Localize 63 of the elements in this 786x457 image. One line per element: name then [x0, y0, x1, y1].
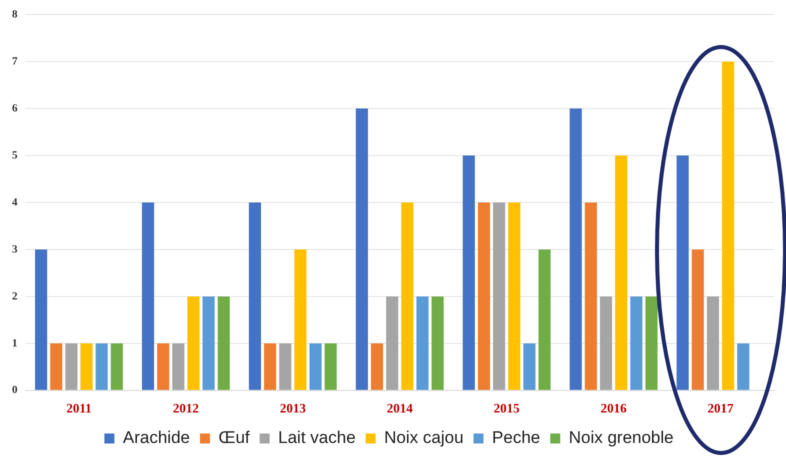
y-tick-label: 8 [12, 8, 18, 20]
bar [294, 249, 306, 390]
bar [248, 202, 262, 390]
bar [96, 343, 108, 390]
bar [65, 343, 78, 390]
x-tick-label: 2013 [280, 400, 306, 416]
bar [600, 296, 612, 390]
bar [172, 343, 184, 390]
legend-label: Peche [492, 428, 540, 448]
legend-label: Lait vache [278, 428, 356, 448]
bar [416, 296, 429, 390]
bar [737, 343, 750, 390]
bar [142, 202, 154, 390]
bar [356, 108, 368, 390]
bar [508, 202, 520, 390]
bar [401, 202, 414, 390]
y-tick-label: 0 [12, 384, 18, 396]
bar [370, 343, 384, 390]
bar [493, 202, 506, 390]
bar [157, 343, 170, 390]
bar [462, 156, 475, 390]
legend-label: Noix grenoble [568, 428, 674, 448]
bar [324, 343, 337, 390]
x-tick-label: 2017 [708, 400, 734, 416]
bar [523, 343, 536, 390]
bar [279, 343, 292, 390]
x-tick-label: 2014 [386, 400, 414, 416]
bar [478, 202, 490, 390]
bar [615, 156, 628, 390]
bar [645, 296, 658, 390]
y-tick-label: 6 [12, 102, 18, 114]
bar [722, 62, 734, 390]
y-tick-label: 1 [12, 337, 18, 350]
bar [570, 108, 582, 390]
bar [35, 249, 48, 390]
bar [264, 343, 276, 390]
y-tick-label: 7 [12, 55, 18, 68]
bar [110, 343, 123, 390]
bar [630, 296, 642, 390]
legend-label: Noix cajou [384, 428, 464, 448]
y-tick-label: 3 [12, 243, 18, 256]
bar [692, 249, 704, 390]
bar [538, 249, 551, 390]
x-tick-label: 2015 [494, 400, 520, 416]
x-tick-label: 2011 [66, 400, 92, 416]
bar [202, 296, 215, 390]
y-tick-label: 4 [12, 196, 18, 208]
x-tick-label: 2016 [600, 400, 628, 416]
x-tick-label: 2012 [172, 400, 199, 416]
bar [187, 296, 200, 390]
bar [218, 296, 230, 390]
bar [432, 296, 444, 390]
bar [706, 296, 720, 390]
legend-label: Arachide [122, 428, 190, 448]
bar [676, 156, 689, 390]
legend-label: Œuf [218, 428, 250, 448]
bar [386, 296, 398, 390]
bar [584, 202, 597, 390]
bar [309, 343, 322, 390]
y-tick-label: 2 [12, 290, 18, 302]
bar [50, 343, 62, 390]
y-tick-label: 5 [12, 149, 18, 162]
bar [80, 343, 93, 390]
